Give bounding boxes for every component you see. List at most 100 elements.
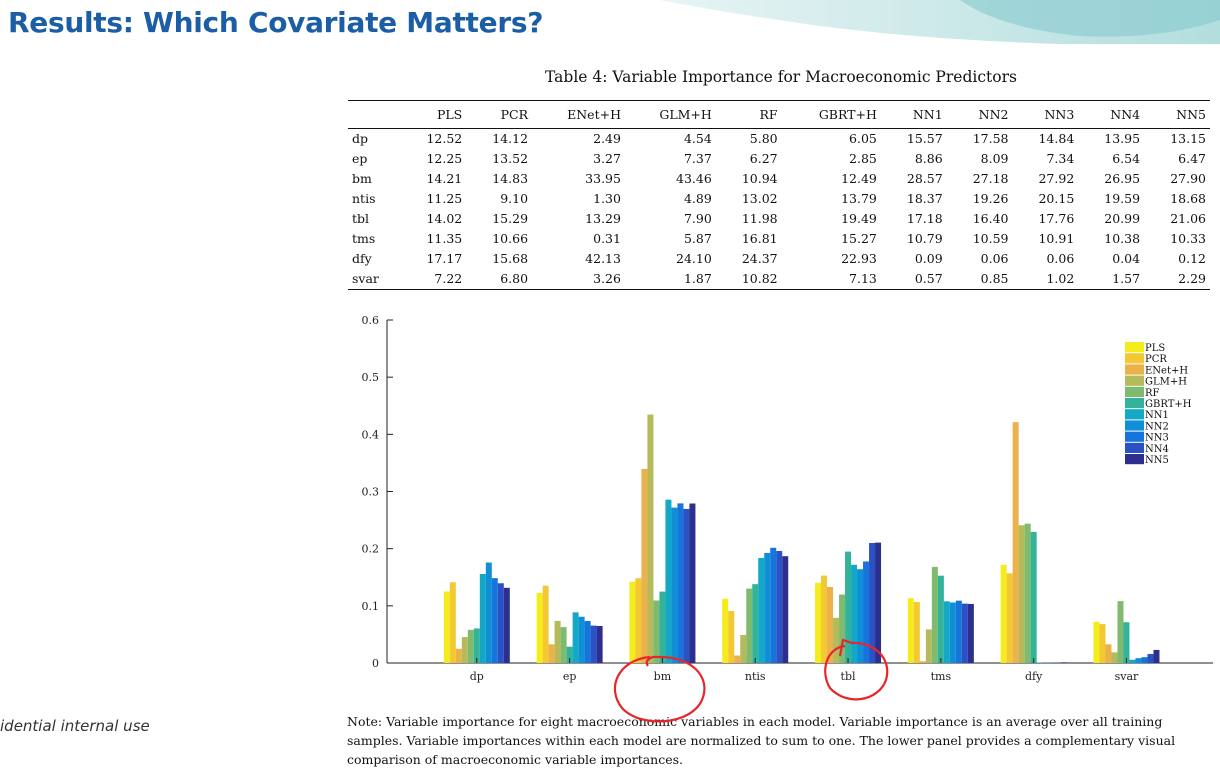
- bar-dp-nn5: [503, 587, 510, 663]
- table-cell: 6.27: [749, 151, 778, 166]
- legend-entry: GBRT+H: [1145, 399, 1192, 410]
- bar-tms-nn4: [961, 603, 968, 663]
- bar-ep-eneth: [548, 644, 555, 663]
- table-cell: 2.85: [849, 151, 877, 166]
- bar-bm-nn4: [683, 508, 690, 663]
- bar-dp-nn2: [485, 562, 492, 663]
- table-row-label: ep: [352, 151, 368, 166]
- legend-swatch: [1125, 398, 1144, 409]
- table-cell: 5.87: [683, 231, 712, 246]
- table-cell: 13.79: [841, 191, 877, 206]
- bar-dfy-nn5: [1060, 662, 1067, 663]
- header-wave-decoration: [660, 0, 1220, 44]
- table-cell: 0.06: [1046, 251, 1075, 266]
- bar-ep-gbrth: [566, 646, 573, 663]
- table-cell: 5.80: [749, 131, 778, 146]
- table-cell: 17.17: [426, 251, 463, 266]
- table-row-label: bm: [352, 171, 372, 186]
- bar-tbl-nn2: [857, 569, 864, 663]
- bar-dp-gbrth: [473, 628, 480, 663]
- bar-ep-pls: [536, 592, 543, 663]
- table-cell: 17.58: [972, 131, 1009, 146]
- table-cell: 20.99: [1104, 211, 1141, 226]
- bar-ep-nn2: [578, 616, 585, 663]
- bar-dp-eneth: [455, 648, 462, 663]
- table-column-header: PLS: [400, 100, 467, 129]
- bar-svar-glmh: [1111, 652, 1118, 663]
- bar-tbl-nn3: [863, 561, 870, 663]
- table-row: dfy 17.17 15.68 42.13 24.10 24.37 22.93 0.09 0.0…: [348, 249, 1210, 269]
- bar-dfy-eneth: [1012, 422, 1019, 663]
- table-cell: 12.49: [841, 171, 877, 186]
- bar-ep-nn4: [590, 625, 597, 663]
- bar-ep-pcr: [542, 585, 549, 663]
- table-row-label: tbl: [352, 211, 370, 226]
- x-tick-label: tms: [931, 670, 952, 683]
- table-cell: 14.84: [1038, 131, 1075, 146]
- slide-title: Results: Which Covariate Matters?: [8, 6, 544, 39]
- bar-ntis-nn5: [782, 556, 789, 663]
- bar-dfy-nn1: [1036, 662, 1043, 663]
- bar-svar-pcr: [1099, 624, 1106, 663]
- legend-entry: ENet+H: [1145, 365, 1188, 376]
- y-tick-label: 0.4: [362, 428, 380, 441]
- legend-entry: RF: [1145, 388, 1160, 399]
- table-cell: 18.37: [906, 191, 943, 206]
- legend-entry: PCR: [1145, 354, 1167, 365]
- bar-ntis-nn2: [764, 552, 771, 663]
- bar-svar-rf: [1117, 601, 1124, 663]
- bar-ntis-nn3: [770, 547, 777, 663]
- bar-tbl-nn1: [851, 564, 858, 663]
- bar-ntis-glmh: [740, 635, 747, 663]
- bar-tms-glmh: [925, 629, 932, 663]
- table-cell: 22.93: [841, 251, 877, 266]
- bar-bm-rf: [653, 600, 660, 663]
- table-cell: 7.22: [400, 269, 467, 290]
- table-cell: 7.34: [1046, 151, 1075, 166]
- table-cell: 10.38: [1104, 231, 1141, 246]
- table-column-header: NN3: [1012, 100, 1079, 129]
- table-column-header: NN2: [946, 100, 1013, 129]
- bar-bm-nn1: [665, 499, 672, 663]
- y-tick-label: 0: [372, 657, 379, 670]
- bar-tbl-glmh: [833, 617, 840, 663]
- table-cell: 11.98: [741, 211, 778, 226]
- bar-ntis-nn1: [758, 557, 765, 663]
- legend-swatch: [1125, 375, 1144, 386]
- table-cell: 3.27: [593, 151, 621, 166]
- table-row-label: svar: [348, 269, 401, 290]
- table-cell: 14.83: [492, 171, 529, 186]
- table-cell: 15.29: [492, 211, 529, 226]
- table-cell: 0.12: [1178, 251, 1206, 266]
- x-tick-label: ntis: [745, 670, 766, 683]
- table-cell: 1.57: [1078, 269, 1145, 290]
- table-cell: 27.18: [972, 171, 1009, 186]
- legend-swatch: [1125, 409, 1144, 420]
- table-cell: 0.06: [980, 251, 1009, 266]
- table-cell: 6.80: [466, 269, 533, 290]
- bar-dp-nn3: [491, 578, 498, 663]
- table-cell: 2.49: [593, 131, 621, 146]
- table-column-header: RF: [715, 100, 782, 129]
- bar-ntis-rf: [746, 588, 753, 663]
- table-cell: 2.29: [1144, 269, 1210, 290]
- variable-importance-bar-chart: 0 0.1 0.2 0.3 0.4 0.5 0.6 dp ep bm ntis tbl tms dfy sv…: [362, 314, 1213, 683]
- bar-tms-nn3: [955, 600, 962, 663]
- table-cell: 1.30: [593, 191, 621, 206]
- bar-tbl-gbrth: [845, 551, 852, 663]
- table-cell: 16.40: [972, 211, 1009, 226]
- table-cell: 10.33: [1170, 231, 1206, 246]
- bar-dfy-rf: [1024, 523, 1031, 663]
- x-tick-label: svar: [1115, 670, 1139, 683]
- x-tick-label: dp: [470, 670, 484, 683]
- table-cell: 15.68: [492, 251, 529, 266]
- table-cell: 13.15: [1170, 131, 1206, 146]
- table-cell: 1.87: [624, 269, 716, 290]
- table-cell: 14.21: [426, 171, 463, 186]
- table-header-corner: [348, 100, 401, 129]
- bar-ep-rf: [560, 627, 567, 663]
- table-cell: 3.26: [532, 269, 625, 290]
- legend-entry: NN5: [1145, 455, 1169, 466]
- table-column-header: GLM+H: [624, 100, 716, 129]
- table-cell: 10.79: [906, 231, 943, 246]
